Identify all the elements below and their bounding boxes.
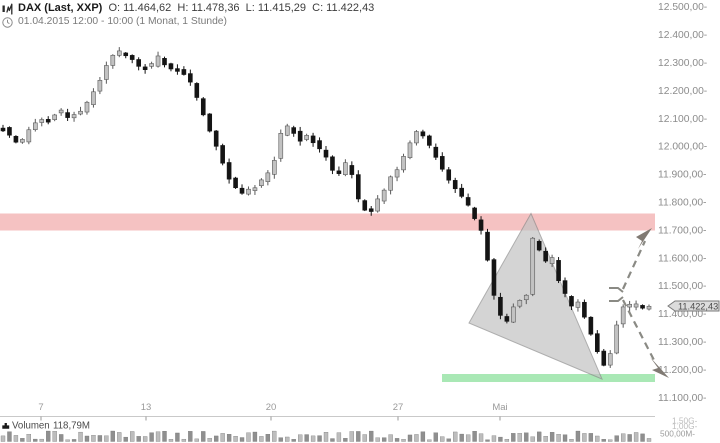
svg-text:7: 7 <box>38 402 43 413</box>
svg-text:11.900,00-: 11.900,00- <box>658 170 706 181</box>
svg-text:11.100,00-: 11.100,00- <box>658 393 706 404</box>
svg-text:12.500,00-: 12.500,00- <box>658 2 707 13</box>
svg-text:Volumen: Volumen <box>12 421 50 432</box>
svg-text:11.300,00-: 11.300,00- <box>658 337 706 348</box>
svg-text:12.300,00-: 12.300,00- <box>658 58 707 69</box>
svg-text:11.422,43: 11.422,43 <box>678 301 718 311</box>
svg-text:118,79M: 118,79M <box>53 421 90 432</box>
svg-text:12.100,00-: 12.100,00- <box>658 114 707 125</box>
svg-text:12.400,00-: 12.400,00- <box>658 30 707 41</box>
svg-text:11.700,00-: 11.700,00- <box>658 225 706 236</box>
svg-text:13: 13 <box>141 402 152 413</box>
svg-text:Mai: Mai <box>492 402 507 413</box>
svg-text:11.800,00-: 11.800,00- <box>658 198 706 209</box>
svg-text:20: 20 <box>266 402 277 413</box>
svg-text:12.000,00-: 12.000,00- <box>658 142 707 153</box>
svg-text:500,00M-: 500,00M- <box>660 429 695 439</box>
svg-text:12.200,00-: 12.200,00- <box>658 86 707 97</box>
svg-text:11.600,00-: 11.600,00- <box>658 253 706 264</box>
svg-text:11.500,00-: 11.500,00- <box>658 281 706 292</box>
svg-text:27: 27 <box>393 402 404 413</box>
